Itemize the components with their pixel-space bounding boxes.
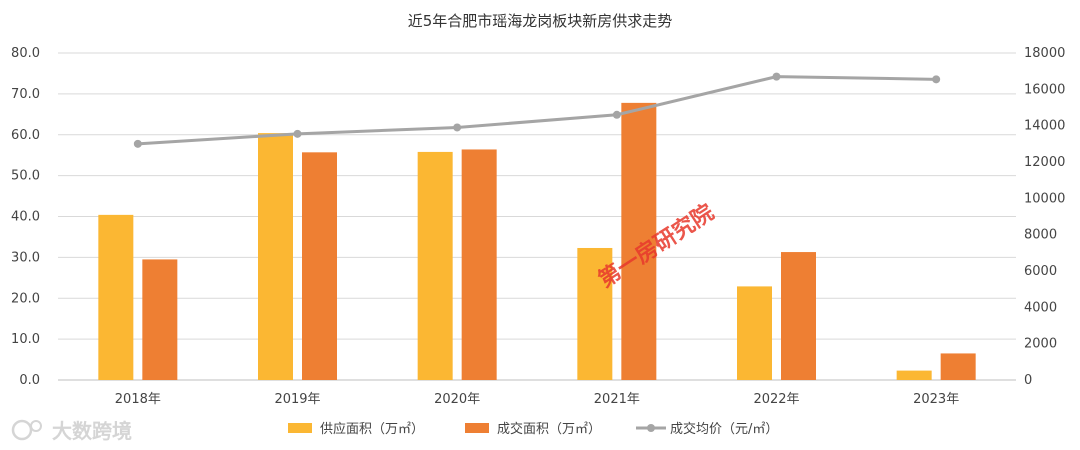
bar-transaction-5: [940, 353, 976, 380]
y-left-tick-label: 50.0: [11, 169, 40, 184]
x-tick-label: 2020年: [434, 392, 480, 407]
y-left-tick-label: 70.0: [11, 87, 40, 102]
y-right-tick-label: 4000: [1024, 300, 1057, 315]
brand-text: 大数跨境: [52, 419, 132, 443]
gridlines: [58, 52, 1016, 381]
y-right-tick-label: 12000: [1024, 155, 1065, 170]
bar-supply-2: [417, 151, 453, 380]
x-tick-label: 2018年: [115, 392, 161, 407]
brand-logo: 大数跨境: [11, 419, 132, 443]
y-left-tick-label: 20.0: [11, 291, 40, 306]
line-series: [133, 72, 941, 148]
bar-transaction-2: [461, 149, 497, 380]
price-point-2: [453, 123, 462, 132]
legend-swatch-1: [465, 423, 489, 433]
y-right-tick-label: 6000: [1024, 264, 1057, 279]
bar-transaction-3: [621, 102, 657, 381]
bar-transaction-1: [302, 152, 337, 380]
price-point-5: [932, 75, 941, 84]
y-left-tick-label: 30.0: [11, 250, 40, 265]
bar-supply-5: [896, 370, 932, 380]
legend-label-1: 成交面积（万㎡）: [497, 421, 601, 437]
legend-label-0: 供应面积（万㎡）: [320, 421, 424, 437]
y-right-tick-label: 8000: [1024, 228, 1057, 243]
y-left-tick-label: 0.0: [19, 373, 40, 388]
price-point-4: [772, 72, 781, 81]
y-right-tick-label: 14000: [1024, 119, 1065, 134]
y-left-tick-label: 40.0: [11, 210, 40, 225]
x-tick-label: 2019年: [274, 392, 320, 407]
legend-swatch-marker: [647, 424, 655, 432]
bar-supply-3: [577, 247, 613, 380]
y-right-tick-label: 0: [1024, 373, 1032, 388]
legend-swatch-0: [288, 423, 312, 433]
x-tick-label: 2021年: [594, 392, 640, 407]
y-left-tick-label: 80.0: [11, 46, 40, 61]
legend-label-2: 成交均价（元/㎡）: [670, 421, 778, 437]
y-right-tick-label: 10000: [1024, 191, 1065, 206]
y-left-tick-label: 10.0: [11, 332, 40, 347]
bar-transaction-4: [781, 252, 816, 380]
bar-supply-0: [98, 214, 134, 380]
y-left-tick-label: 60.0: [11, 128, 40, 143]
y-right-tick-label: 16000: [1024, 82, 1065, 97]
bar-supply-1: [258, 133, 293, 380]
price-line: [137, 75, 937, 146]
axes: 0.0 10.0 20.0 30.0 40.0 50.0 60.0 70.0 80.0 0 2000…: [11, 46, 1065, 407]
price-point-1: [293, 129, 302, 138]
y-right-tick-label: 18000: [1024, 46, 1065, 61]
price-point-0: [133, 139, 142, 148]
bar-series: [98, 102, 976, 381]
chart-title: 近5年合肥市瑶海龙岗板块新房供求走势: [408, 12, 673, 30]
brand-icon: [11, 419, 33, 441]
legend: 供应面积（万㎡） 成交面积（万㎡） 成交均价（元/㎡）: [288, 421, 778, 437]
x-tick-label: 2023年: [913, 392, 959, 407]
price-point-3: [612, 110, 621, 119]
brand-icon-dot: [30, 420, 42, 432]
x-tick-label: 2022年: [753, 392, 799, 407]
bar-supply-4: [737, 286, 772, 380]
bar-transaction-0: [142, 259, 178, 380]
y-right-tick-label: 2000: [1024, 337, 1057, 352]
